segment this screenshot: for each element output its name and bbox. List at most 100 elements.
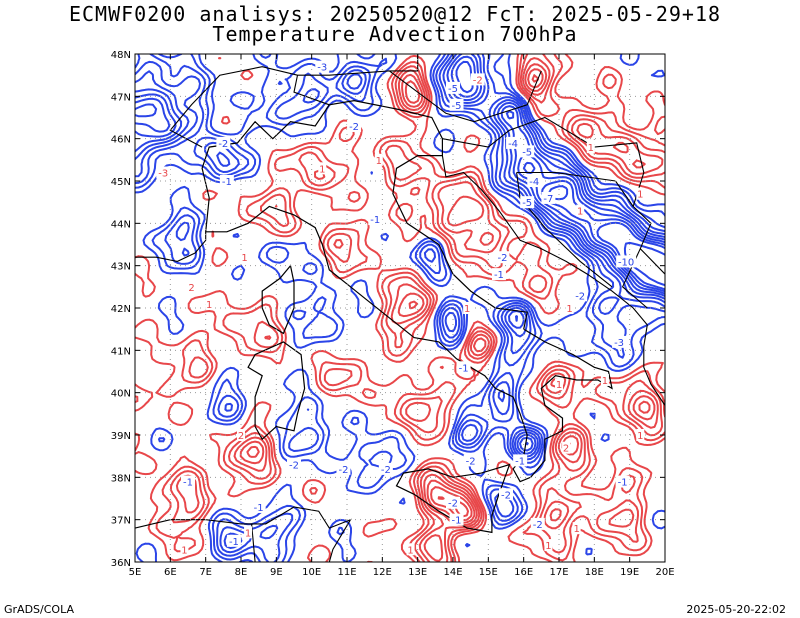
contour-label: -1: [183, 478, 193, 489]
contour-label-bg: [347, 119, 362, 132]
lon-tick-label: 20E: [655, 567, 674, 578]
contour-label: -1: [452, 516, 462, 527]
contour-label-bg: [244, 526, 253, 539]
contour-label-bg: [541, 191, 556, 204]
lon-tick-label: 14E: [443, 567, 462, 578]
contour-label: 1: [241, 253, 247, 264]
title-line-2: Temperature Advection 700hPa: [212, 22, 578, 46]
contour-label-bg: [216, 136, 231, 149]
lon-tick-label: 12E: [373, 567, 392, 578]
lat-tick-label: 45N: [111, 177, 131, 188]
coastline-border: [293, 75, 330, 106]
contour-label-bg: [470, 73, 485, 86]
lon-tick-label: 5E: [129, 567, 142, 578]
coastline-border: [251, 523, 256, 562]
contour-label-bg: [446, 496, 460, 509]
contour-label: -1: [459, 363, 469, 374]
lat-tick-label: 40N: [111, 389, 131, 400]
contour-label: -2: [218, 139, 228, 150]
coastline-border: [441, 155, 665, 406]
contour-label: 1: [556, 380, 562, 391]
contour-label: -1: [229, 537, 239, 548]
lat-lon-grid: [135, 54, 665, 562]
lon-tick-label: 8E: [235, 567, 248, 578]
cold-advection-contour: [135, 54, 665, 562]
footer-timestamp: 2025-05-20-22:02: [686, 603, 786, 616]
coastline-border: [169, 54, 419, 148]
lat-tick-label: 48N: [111, 50, 131, 61]
contour-label-bg: [572, 522, 581, 535]
lon-tick-label: 11E: [337, 567, 356, 578]
lon-tick-label: 17E: [549, 567, 568, 578]
contour-label: -2: [448, 499, 458, 510]
contour-label: -5: [522, 147, 532, 158]
coastline-border: [442, 116, 665, 275]
contour-label-bg: [520, 145, 535, 158]
coastline: [261, 264, 295, 335]
contour-label-bg: [374, 153, 383, 166]
contour-label: -2: [533, 520, 543, 531]
latitude-axis: 36N 37N 38N 39N 40N 41N 42N 43N 44N 45N 46N 47N 48N: [111, 50, 665, 569]
contour-label-bg: [495, 251, 510, 264]
title-line-1: ECMWF0200 analisys: 20250520@12 FcT: 202…: [68, 2, 722, 26]
lat-tick-label: 41N: [111, 346, 131, 357]
contour-label: -1: [618, 478, 628, 489]
contour-label-bg: [530, 517, 545, 530]
lat-tick-label: 37N: [111, 516, 131, 527]
contour-label-bg: [187, 280, 196, 293]
contour-label-bg: [491, 268, 506, 281]
coastline-border: [135, 231, 207, 262]
lat-tick-label: 36N: [111, 558, 131, 569]
contour-label-bg: [636, 429, 645, 441]
contour-label: 1: [602, 376, 608, 387]
contour-label-bg: [586, 141, 595, 154]
lon-tick-label: 6E: [164, 567, 177, 578]
longitude-axis: 5E 6E 7E 8E 9E 10E 11E 12E 13E 14E 15E 16E 17E 18E 19E…: [129, 54, 675, 578]
contour-label: -1: [254, 503, 264, 514]
contour-label-bg: [251, 500, 266, 513]
contour-label-bg: [513, 454, 528, 467]
contour-label: 2: [238, 431, 244, 442]
cold-advection-contour: [135, 103, 665, 293]
contour-label-bg: [612, 335, 627, 348]
contour-label: 1: [376, 156, 382, 167]
warm-advection-contour: [169, 54, 665, 562]
coastline-border: [516, 172, 613, 288]
coastline: [201, 99, 613, 483]
contour-label: 1: [407, 545, 413, 556]
contour-label-bg: [449, 98, 464, 111]
contour-label-bg: [562, 441, 571, 454]
cold-advection-contour: [135, 54, 665, 455]
contour-label: -1: [515, 456, 525, 467]
contour-label-bg: [449, 513, 464, 526]
contour-label-bg: [565, 302, 574, 314]
lon-tick-label: 18E: [585, 567, 604, 578]
contour-label: -1: [494, 270, 504, 281]
contour-label-bg: [506, 136, 521, 149]
footer-software: GrADS/COLA: [4, 603, 74, 616]
contour-label-bg: [180, 543, 189, 556]
contour-label-bg: [527, 175, 542, 187]
lat-tick-label: 47N: [111, 92, 131, 103]
contour-label: -3: [158, 169, 168, 180]
contour-label: -3: [614, 338, 624, 349]
lon-tick-label: 16E: [514, 567, 533, 578]
coastline-border: [389, 70, 542, 123]
lon-tick-label: 10E: [302, 567, 321, 578]
contour-label-bg: [237, 429, 245, 441]
warm-advection-contour: [135, 54, 665, 562]
lon-tick-label: 9E: [270, 567, 283, 578]
contour-label: -2: [338, 465, 348, 476]
contour-label: -2: [349, 122, 359, 133]
lat-tick-label: 46N: [111, 135, 131, 146]
coastline: [395, 463, 511, 534]
coastlines-borders: [135, 54, 665, 562]
contour-label-bg: [368, 213, 383, 226]
contour-label-bg: [378, 462, 393, 475]
cold-advection-contour: [135, 60, 665, 446]
contour-label: -1: [222, 177, 232, 188]
contour-label: 1: [577, 207, 583, 218]
warm-advection-contour: [175, 57, 664, 562]
contour-label-bg: [600, 373, 609, 386]
contour-label: -5: [522, 198, 532, 209]
